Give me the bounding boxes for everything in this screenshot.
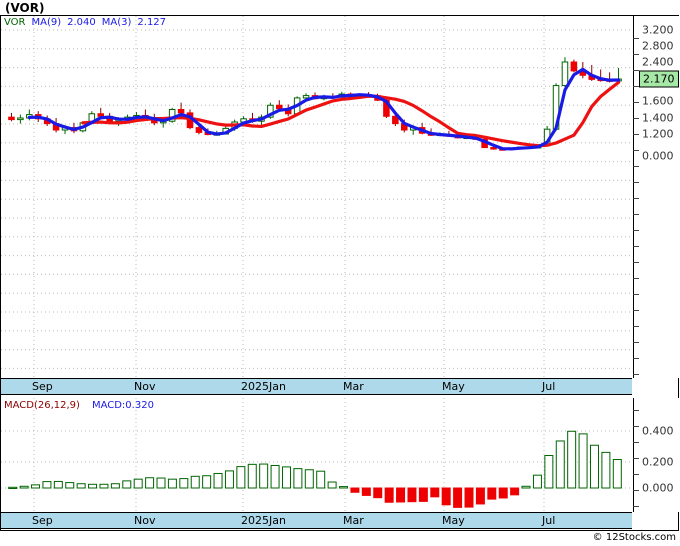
price-axis-tick-label: 2.800 xyxy=(642,39,674,53)
price-legend: VOR MA(9) 2.040 MA(3) 2.127 xyxy=(4,17,166,28)
macd-axis-tick xyxy=(633,458,639,459)
date-band-macd: Sep Nov 2025Jan Mar May Jul xyxy=(1,512,632,529)
price-axis-line xyxy=(633,16,634,378)
price-chart-svg[interactable] xyxy=(1,16,632,378)
legend-ma9-label: MA(9) xyxy=(31,17,62,28)
price-axis-tick-label: 1.600 xyxy=(642,94,674,108)
date-axis-label: May xyxy=(442,514,465,527)
price-axis-tick xyxy=(633,246,639,247)
price-axis-tick xyxy=(633,166,639,167)
price-axis-tick xyxy=(633,70,639,71)
macd-axis-line xyxy=(633,398,634,512)
legend-symbol: VOR xyxy=(4,17,26,28)
price-axis-tick xyxy=(633,294,639,295)
date-axis-label: Nov xyxy=(134,380,156,393)
macd-axis-tick xyxy=(633,410,639,411)
date-axis-label: Sep xyxy=(32,514,53,527)
price-axis-tick xyxy=(633,54,639,55)
price-axis-tick xyxy=(633,214,639,215)
price-axis-tick-label: 3.200 xyxy=(642,23,674,37)
footer-credit: © 12Stocks.com xyxy=(592,532,676,543)
page-title: (VOR) xyxy=(5,1,45,15)
price-axis-tick xyxy=(633,134,639,135)
price-axis-tick xyxy=(633,118,639,119)
macd-axis-tick-label: 0.200 xyxy=(642,455,674,469)
macd-chart-panel[interactable] xyxy=(1,398,632,512)
price-axis-tick xyxy=(633,150,639,151)
date-axis-label: Mar xyxy=(343,514,364,527)
macd-legend-label: MACD(26,12,9) xyxy=(4,400,80,411)
price-axis-tick xyxy=(633,230,639,231)
price-axis-tick xyxy=(633,342,639,343)
macd-axis-tick xyxy=(633,490,639,491)
price-axis-tick xyxy=(633,374,639,375)
date-axis-label: May xyxy=(442,380,465,393)
legend-ma9-value: 2.040 xyxy=(67,17,96,28)
price-axis-tick xyxy=(633,102,639,103)
legend-ma3-label: MA(3) xyxy=(101,17,132,28)
macd-chart-svg[interactable] xyxy=(1,398,632,512)
price-axis-tick xyxy=(633,326,639,327)
date-axis-label: 2025Jan xyxy=(241,380,286,393)
date-band-price: Sep Nov 2025Jan Mar May Jul xyxy=(1,378,632,395)
price-axis-tick-label: 2.400 xyxy=(642,55,674,69)
date-axis-label: Jul xyxy=(542,514,556,527)
macd-axis-tick-label: 0.400 xyxy=(642,424,674,438)
price-axis-tick xyxy=(633,182,639,183)
price-axis-tick xyxy=(633,278,639,279)
macd-axis: 0.400 0.200 0.000 xyxy=(633,398,679,512)
price-axis-tick-label: 1.400 xyxy=(642,111,674,125)
price-axis-tick-label: 1.200 xyxy=(642,127,674,141)
date-axis-label: Nov xyxy=(134,514,156,527)
price-axis-tick-label: 0.000 xyxy=(642,149,674,163)
price-axis-tick xyxy=(633,262,639,263)
date-axis-label: Sep xyxy=(32,380,53,393)
price-axis-tick xyxy=(633,358,639,359)
macd-axis-tick xyxy=(633,506,639,507)
date-axis-label: 2025Jan xyxy=(241,514,286,527)
price-axis-tick xyxy=(633,86,639,87)
macd-legend: MACD(26,12,9) MACD:0.320 xyxy=(4,400,154,411)
macd-legend-value: MACD:0.320 xyxy=(91,400,154,411)
date-axis-label: Jul xyxy=(542,380,556,393)
last-price-tag: 2.170 xyxy=(639,70,679,88)
macd-axis-tick-label: 0.000 xyxy=(642,481,674,495)
macd-axis-tick xyxy=(633,426,639,427)
legend-ma3-value: 2.127 xyxy=(137,17,167,28)
macd-axis-tick xyxy=(633,474,639,475)
price-axis-tick xyxy=(633,38,639,39)
price-chart-panel[interactable] xyxy=(1,16,632,378)
price-axis-tick xyxy=(633,198,639,199)
price-axis: 3.200 2.800 2.400 1.600 1.400 1.200 0.000 2.170 xyxy=(633,16,679,378)
macd-axis-tick xyxy=(633,442,639,443)
date-axis-label: Mar xyxy=(343,380,364,393)
price-axis-tick xyxy=(633,310,639,311)
